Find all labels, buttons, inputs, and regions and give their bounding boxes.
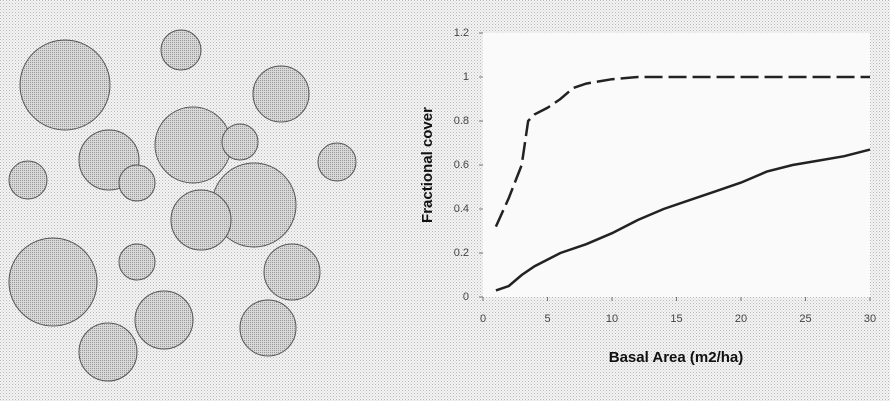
tree-crown [134,290,194,350]
tree-crown [263,243,321,301]
y-tick-label: 0.2 [454,247,469,259]
tree-crown [170,189,232,251]
x-tick-label: 10 [606,313,618,325]
tree-crown [8,160,48,200]
y-tick-label: 1 [463,71,469,83]
stand-diagram [8,29,357,382]
tree-crown [221,123,259,161]
tree-crown [118,243,156,281]
x-axis-title: Basal Area (m2/ha) [609,349,744,366]
tree-crown [118,164,156,202]
x-tick-label: 5 [544,313,550,325]
x-tick-label: 15 [670,313,682,325]
tree-crown [160,29,202,71]
x-tick-label: 20 [735,313,747,325]
y-tick-label: 0.8 [454,115,469,127]
y-tick-label: 0 [463,291,469,303]
tree-crown [239,299,297,357]
y-tick-label: 0.4 [454,203,469,215]
tree-crown [78,322,138,382]
tree-crown [317,142,357,182]
tree-crown [19,39,111,131]
tree-crown [8,237,98,327]
y-axis-title: Fractional cover [419,107,436,223]
x-tick-label: 0 [480,313,486,325]
series-line [495,148,871,292]
plot-area [483,33,870,297]
y-tick-label: 0.6 [454,159,469,171]
tree-crown [154,106,232,184]
chart: 0 0.2 0.4 0.6 0.8 1 1.2 0 5 10 15 20 25 30 [454,27,876,325]
series-line [494,75,870,228]
x-tick-label: 30 [864,313,876,325]
tree-crown [252,65,310,123]
y-tick-label: 1.2 [454,27,469,39]
x-tick-label: 25 [799,313,811,325]
